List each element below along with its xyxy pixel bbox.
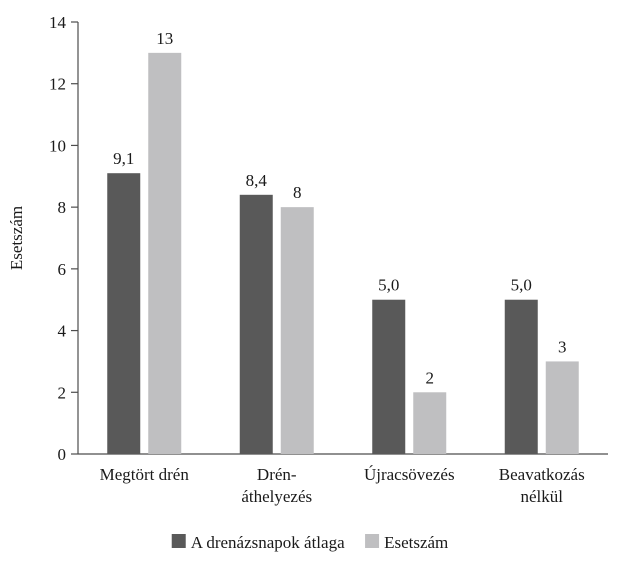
y-ticks: 0 2 4 6 8 10 12 14 (49, 13, 78, 464)
x-category-label: Megtört drén (100, 465, 190, 484)
legend-label: Esetszám (384, 533, 448, 552)
y-tick-label: 12 (49, 75, 66, 94)
bar-case-count (413, 392, 447, 454)
legend-item: A drenázsnapok átlaga (171, 533, 345, 552)
legend-label: A drenázsnapok átlaga (191, 533, 345, 552)
bar-case-count (545, 361, 579, 454)
y-tick-label: 2 (58, 383, 67, 402)
data-label: 8,4 (246, 171, 268, 190)
y-axis-title: Esetszám (7, 206, 26, 270)
bar-drain-days (239, 194, 273, 455)
data-label: 9,1 (113, 149, 134, 168)
y-tick-label: 8 (58, 198, 67, 217)
x-axis: Megtört drén Drén-áthelyezés Újracsövezés B… (78, 453, 608, 506)
bar-drain-days (372, 299, 406, 454)
legend: A drenázsnapok átlaga Esetszám (171, 533, 448, 552)
data-label: 5,0 (378, 276, 399, 295)
data-label: 2 (426, 368, 435, 387)
y-tick-label: 10 (49, 136, 66, 155)
data-label: 8 (293, 183, 302, 202)
x-category-label: Beavatkozás (499, 465, 585, 484)
data-labels: 9,1 13 8,4 8 5,0 2 5,0 3 (113, 29, 566, 387)
bar-case-count (148, 52, 182, 454)
bar-drain-days (107, 173, 141, 454)
y-tick-label: 0 (58, 445, 67, 464)
x-category-labels: Megtört drén Drén-áthelyezés Újracsövezés B… (100, 465, 585, 506)
data-label: 3 (558, 337, 567, 356)
x-category-label: nélkül (521, 487, 564, 506)
legend-item: Esetszám (365, 533, 448, 552)
x-category-label: Újracsövezés (364, 465, 455, 484)
data-label: 13 (156, 29, 173, 48)
bar-case-count (280, 207, 314, 454)
legend-swatch (171, 534, 186, 548)
x-category-label: Drén- (257, 465, 297, 484)
bar-drain-days (504, 299, 538, 454)
x-category-label: áthelyezés (241, 487, 312, 506)
y-axis: 0 2 4 6 8 10 12 14 Esetszám (7, 13, 79, 464)
legend-swatch (365, 534, 380, 548)
bars (107, 52, 579, 455)
y-tick-label: 6 (58, 260, 67, 279)
y-tick-label: 4 (58, 322, 67, 341)
data-label: 5,0 (511, 276, 532, 295)
y-tick-label: 14 (49, 13, 67, 32)
